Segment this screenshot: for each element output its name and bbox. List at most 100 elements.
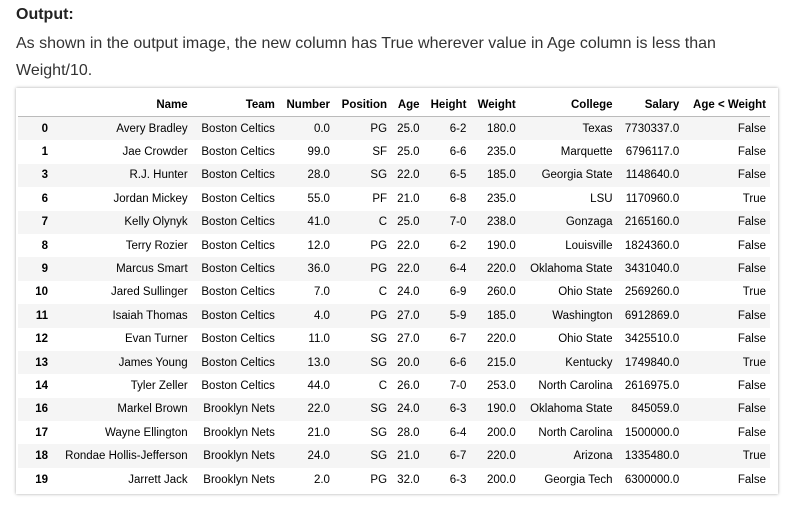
cell-salary: 6300000.0 (624, 473, 680, 486)
cell-position: PG (370, 473, 388, 486)
table-row: 0 Avery Bradley Boston Celtics 0.0 PG 25.0 6-2… (18, 116, 770, 141)
row-index: 6 (41, 192, 48, 205)
cell-age-lt-weight: False (737, 122, 766, 135)
table-row: 8 Terry Rozier Boston Celtics 12.0 PG 22.0 6-2… (18, 234, 770, 257)
table-row: 1 Jae Crowder Boston Celtics 99.0 SF 25.0 6-6 2… (18, 140, 770, 163)
row-index: 10 (35, 286, 48, 299)
cell-age-lt-weight: True (742, 450, 766, 463)
cell-number: 2.0 (313, 473, 330, 486)
cell-team: Boston Celtics (201, 333, 275, 346)
cell-number: 13.0 (307, 356, 330, 369)
table-row: 3 R.J. Hunter Boston Celtics 28.0 SG 22.0 6-5 1… (18, 163, 770, 188)
cell-age: 25.0 (397, 146, 420, 159)
cell-college: Oklahoma State (530, 263, 613, 276)
cell-height: 5-9 (449, 309, 467, 322)
cell-age: 21.0 (397, 192, 420, 205)
cell-college: Marquette (560, 146, 613, 159)
cell-position: SG (370, 356, 388, 369)
cell-name: Markel Brown (117, 403, 188, 416)
cell-weight: 235.0 (486, 146, 516, 159)
cell-position: PG (370, 239, 388, 252)
cell-number: 0.0 (313, 122, 330, 135)
cell-name: James Young (118, 356, 188, 369)
cell-salary: 1170960.0 (625, 192, 680, 205)
cell-college: Gonzaga (565, 216, 613, 229)
cell-number: 28.0 (307, 169, 330, 182)
cell-height: 6-7 (449, 333, 467, 346)
cell-salary: 3425510.0 (624, 333, 680, 346)
table-row: 11 Isaiah Thomas Boston Celtics 4.0 PG 27.0 5-… (18, 304, 770, 328)
cell-team: Boston Celtics (201, 286, 275, 299)
cell-height: 6-4 (449, 426, 467, 439)
cell-weight: 190.0 (486, 403, 516, 416)
row-index: 7 (41, 216, 48, 229)
cell-position: SG (370, 426, 388, 439)
table-row: 10 Jared Sullinger Boston Celtics 7.0 C 24.0 6… (18, 281, 770, 304)
description-paragraph: As shown in the output image, the new co… (16, 35, 716, 79)
cell-height: 6-8 (449, 192, 467, 205)
cell-salary: 7730337.0 (624, 122, 680, 135)
cell-weight: 190.0 (486, 239, 516, 252)
cell-college: North Carolina (538, 426, 613, 439)
cell-age: 28.0 (397, 426, 420, 439)
cell-college: Texas (582, 122, 613, 135)
cell-weight: 185.0 (486, 169, 516, 182)
cell-position: SG (370, 403, 388, 416)
cell-team: Brooklyn Nets (203, 426, 275, 439)
cell-name: Tyler Zeller (130, 379, 188, 392)
cell-team: Boston Celtics (201, 216, 275, 229)
cell-college: Kentucky (565, 356, 613, 369)
dataframe-table: Name Team Number Position Age Height Weight Col… (18, 94, 770, 491)
cell-position: SG (370, 450, 388, 463)
cell-salary: 1749840.0 (624, 356, 680, 369)
cell-age: 24.0 (397, 286, 420, 299)
table-row: 9 Marcus Smart Boston Celtics 36.0 PG 22.0 6-4… (18, 257, 770, 281)
cell-team: Brooklyn Nets (203, 450, 275, 463)
cell-age: 27.0 (397, 333, 420, 346)
cell-age-lt-weight: True (742, 286, 766, 299)
table-row: 18 Rondae Hollis-Jefferson Brooklyn Nets 24… (18, 444, 770, 468)
cell-age: 32.0 (397, 473, 420, 486)
cell-position: PG (370, 309, 388, 322)
cell-weight: 260.0 (486, 286, 516, 299)
cell-team: Boston Celtics (201, 379, 275, 392)
row-index: 13 (35, 356, 48, 369)
cell-salary: 1824360.0 (624, 239, 680, 252)
cell-college: Ohio State (558, 333, 613, 346)
table-row: 16 Markel Brown Brooklyn Nets 22.0 SG 24.0 6-3… (18, 397, 770, 422)
column-header-team: Team (191, 94, 279, 117)
cell-position: SG (370, 169, 388, 182)
cell-team: Boston Celtics (201, 192, 275, 205)
cell-college: North Carolina (538, 379, 613, 392)
cell-weight: 253.0 (486, 379, 516, 392)
column-header-name: Name (52, 94, 192, 117)
cell-team: Boston Celtics (201, 239, 275, 252)
cell-weight: 200.0 (486, 473, 516, 486)
column-header-weight: Weight (470, 94, 520, 117)
cell-salary: 6796117.0 (625, 146, 680, 159)
cell-position: PG (370, 122, 388, 135)
table-header-row: Name Team Number Position Age Height Weight Col… (18, 94, 770, 117)
cell-team: Boston Celtics (201, 309, 275, 322)
table-row: 6 Jordan Mickey Boston Celtics 55.0 PF 21.0 6-… (18, 187, 770, 210)
cell-college: Washington (552, 309, 613, 322)
cell-number: 7.0 (313, 286, 330, 299)
row-index: 1 (41, 146, 48, 159)
row-index: 3 (41, 169, 48, 182)
cell-number: 24.0 (307, 450, 330, 463)
cell-name: R.J. Hunter (129, 169, 188, 182)
cell-number: 44.0 (307, 379, 330, 392)
output-heading: Output: (16, 6, 74, 23)
cell-name: Jordan Mickey (113, 192, 188, 205)
table-row: 14 Tyler Zeller Boston Celtics 44.0 C 26.0 7-0… (18, 374, 770, 397)
cell-team: Brooklyn Nets (203, 473, 275, 486)
cell-height: 6-9 (449, 286, 467, 299)
cell-height: 6-6 (449, 356, 467, 369)
cell-college: Georgia State (541, 169, 613, 182)
column-header-index (18, 94, 52, 117)
cell-college: Oklahoma State (530, 403, 613, 416)
cell-age: 26.0 (397, 379, 420, 392)
cell-age: 21.0 (397, 450, 420, 463)
cell-weight: 180.0 (486, 122, 516, 135)
cell-salary: 3431040.0 (624, 263, 680, 276)
